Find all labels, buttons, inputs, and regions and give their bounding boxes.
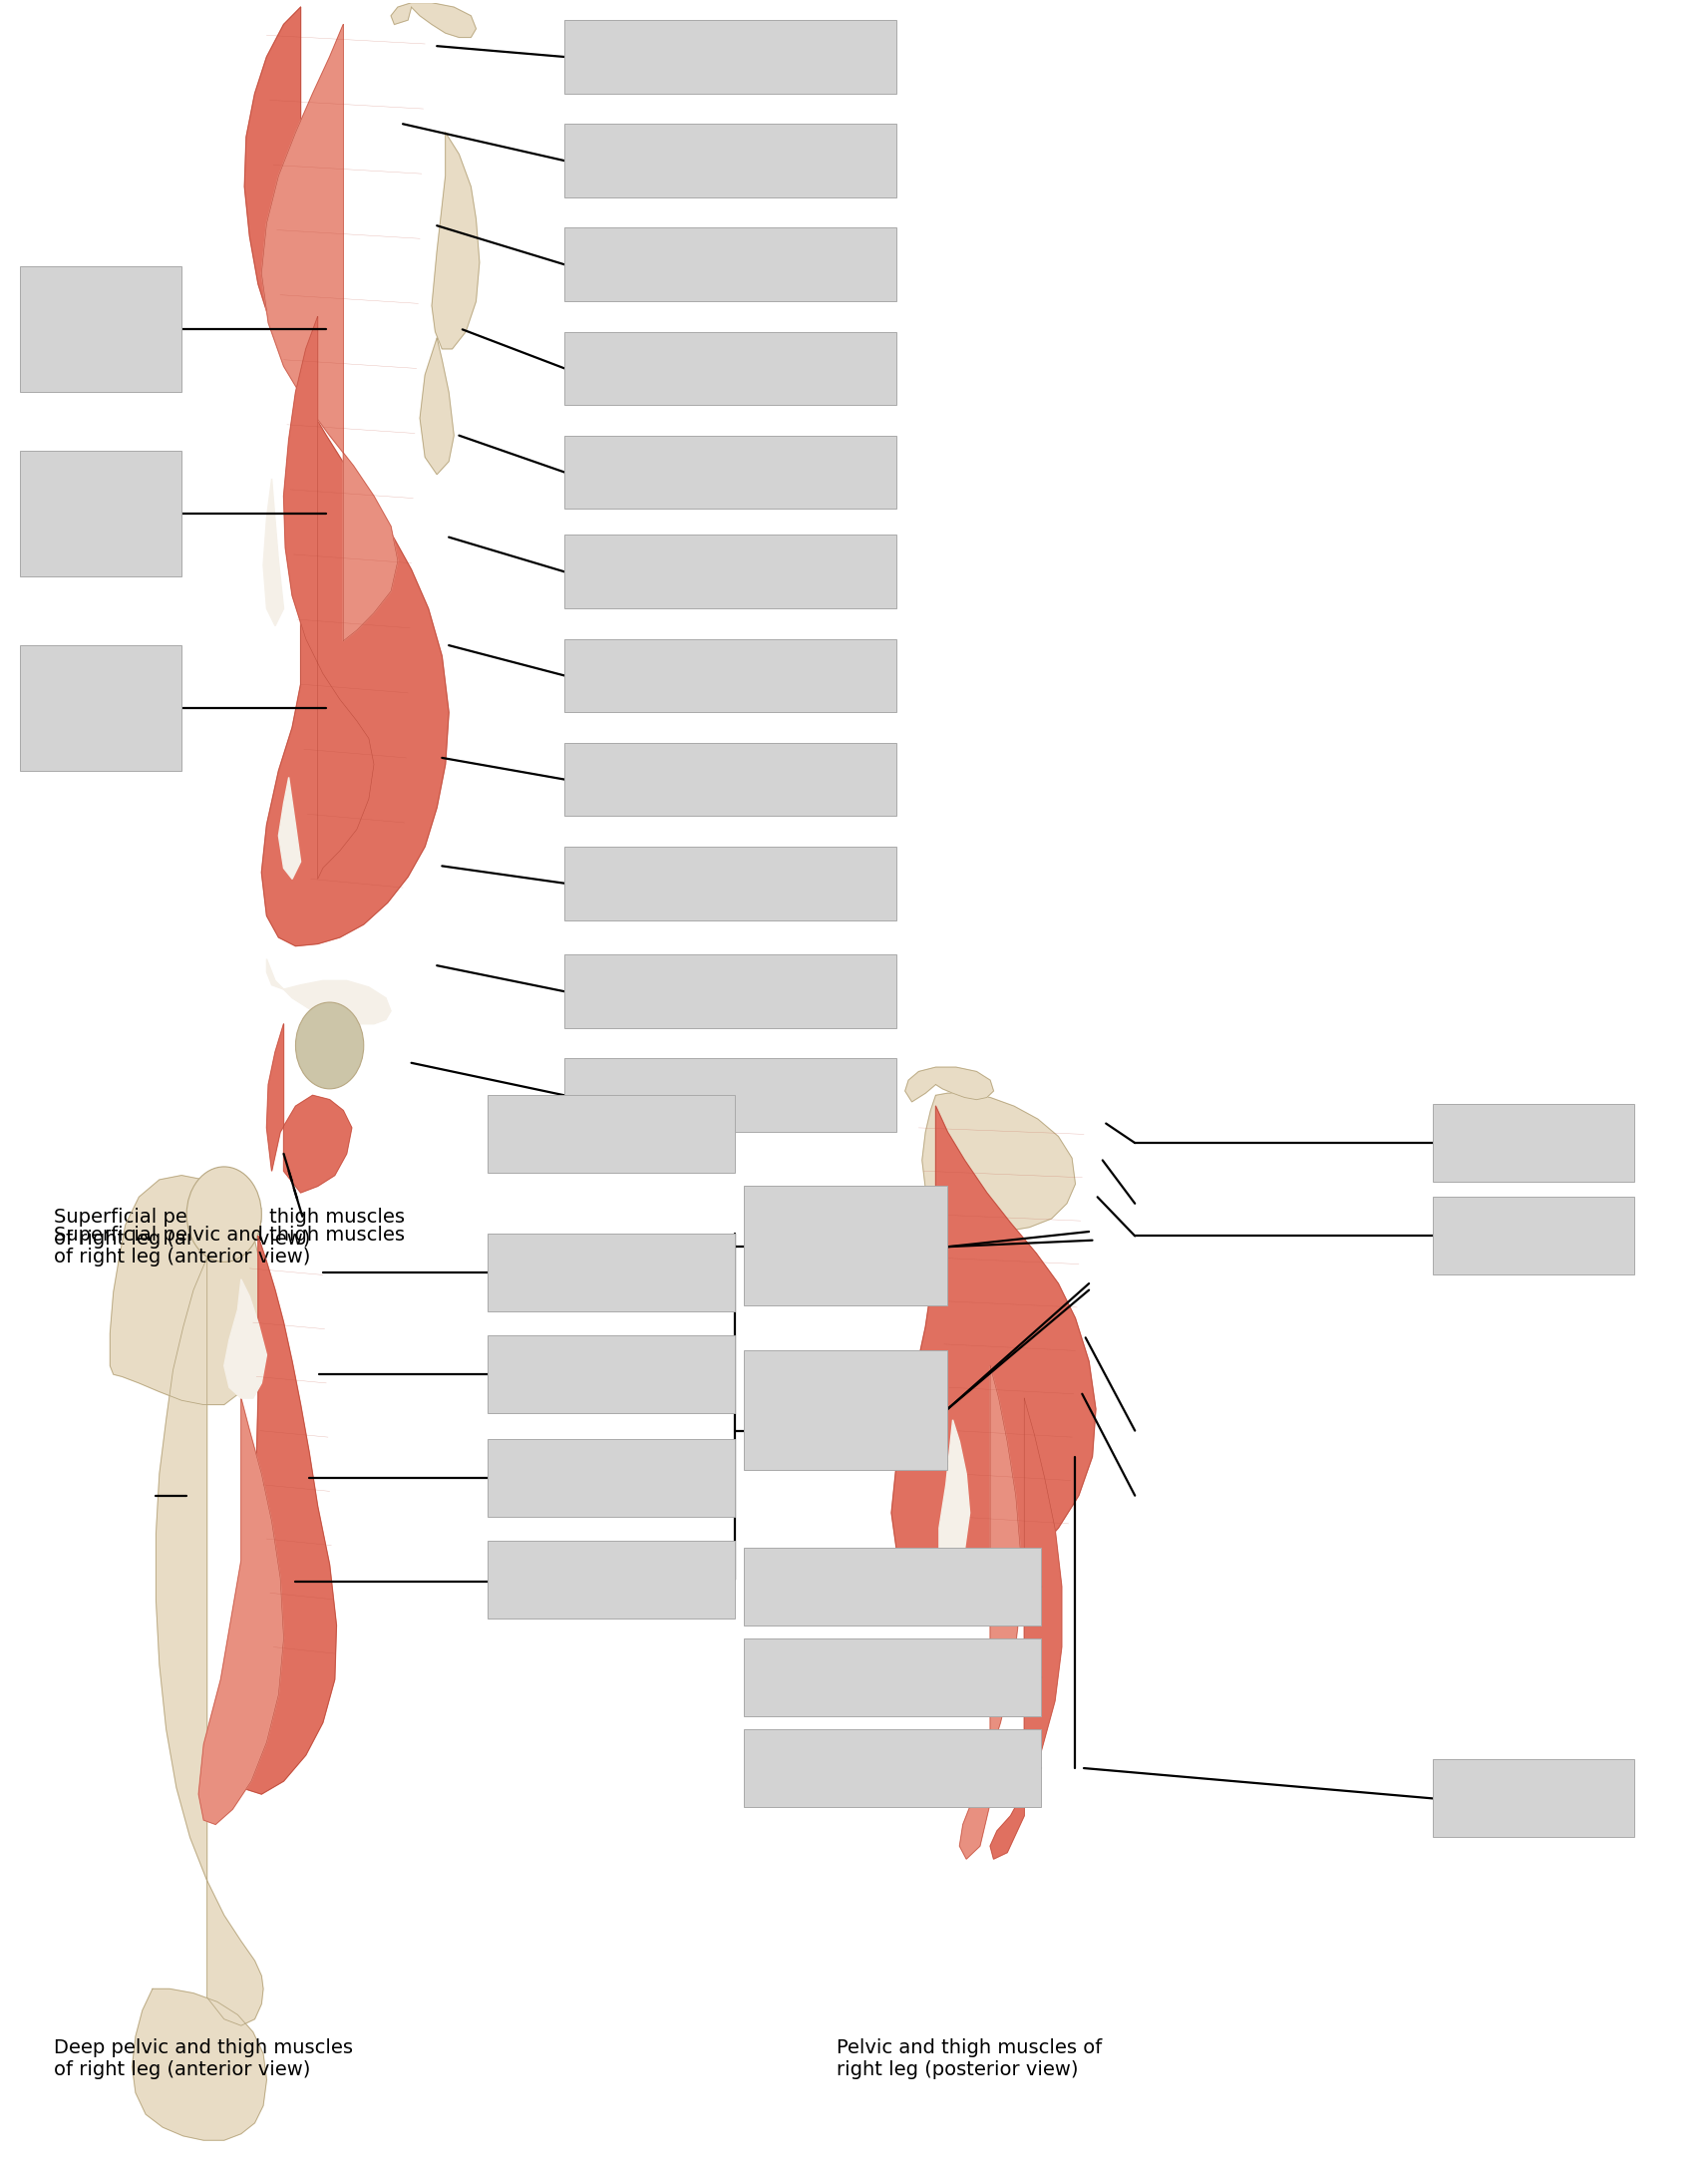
FancyBboxPatch shape <box>743 1729 1042 1807</box>
FancyBboxPatch shape <box>488 1336 734 1414</box>
Polygon shape <box>220 1236 336 1794</box>
FancyBboxPatch shape <box>488 1095 734 1173</box>
FancyBboxPatch shape <box>565 640 897 711</box>
FancyBboxPatch shape <box>488 1234 734 1312</box>
FancyBboxPatch shape <box>743 1546 1042 1625</box>
FancyBboxPatch shape <box>1433 1104 1635 1182</box>
Text: Deep pelvic and thigh muscles
of right leg (anterior view): Deep pelvic and thigh muscles of right l… <box>55 2039 354 2080</box>
FancyBboxPatch shape <box>565 954 897 1028</box>
Polygon shape <box>266 1024 352 1193</box>
Text: Superficial pelvic and thigh muscles
of right leg (anterior view): Superficial pelvic and thigh muscles of … <box>55 1208 405 1249</box>
FancyBboxPatch shape <box>565 332 897 406</box>
Polygon shape <box>278 777 301 878</box>
FancyBboxPatch shape <box>565 124 897 197</box>
Polygon shape <box>391 2 477 37</box>
Circle shape <box>295 1002 364 1089</box>
FancyBboxPatch shape <box>565 1058 897 1132</box>
FancyBboxPatch shape <box>488 1540 734 1618</box>
FancyBboxPatch shape <box>565 536 897 609</box>
FancyBboxPatch shape <box>565 20 897 93</box>
Polygon shape <box>922 1093 1076 1232</box>
Polygon shape <box>198 1399 284 1824</box>
Polygon shape <box>244 7 449 946</box>
Polygon shape <box>420 338 454 475</box>
Polygon shape <box>432 132 480 349</box>
FancyBboxPatch shape <box>565 846 897 920</box>
FancyBboxPatch shape <box>565 228 897 301</box>
Polygon shape <box>905 1067 994 1102</box>
FancyBboxPatch shape <box>20 646 181 770</box>
Circle shape <box>186 1167 261 1262</box>
Polygon shape <box>109 1176 266 1406</box>
Polygon shape <box>960 1366 1021 1859</box>
Polygon shape <box>266 959 391 1024</box>
FancyBboxPatch shape <box>1433 1197 1635 1275</box>
Polygon shape <box>263 479 284 627</box>
Text: Superficial pelvic and thigh muscles
of right leg (anterior view): Superficial pelvic and thigh muscles of … <box>55 1225 405 1267</box>
Polygon shape <box>991 1399 1062 1859</box>
Polygon shape <box>132 1989 266 2141</box>
Polygon shape <box>155 1258 263 2026</box>
FancyBboxPatch shape <box>743 1638 1042 1716</box>
Polygon shape <box>892 1106 1097 1599</box>
Text: Pelvic and thigh muscles of
right leg (posterior view): Pelvic and thigh muscles of right leg (p… <box>837 2039 1102 2080</box>
Polygon shape <box>939 1421 970 1577</box>
FancyBboxPatch shape <box>565 742 897 816</box>
FancyBboxPatch shape <box>565 436 897 510</box>
FancyBboxPatch shape <box>743 1351 948 1471</box>
FancyBboxPatch shape <box>743 1186 948 1306</box>
Polygon shape <box>224 1280 266 1399</box>
FancyBboxPatch shape <box>1433 1759 1635 1837</box>
Polygon shape <box>284 317 374 878</box>
FancyBboxPatch shape <box>20 451 181 577</box>
Polygon shape <box>261 24 398 642</box>
FancyBboxPatch shape <box>488 1440 734 1516</box>
FancyBboxPatch shape <box>20 267 181 393</box>
